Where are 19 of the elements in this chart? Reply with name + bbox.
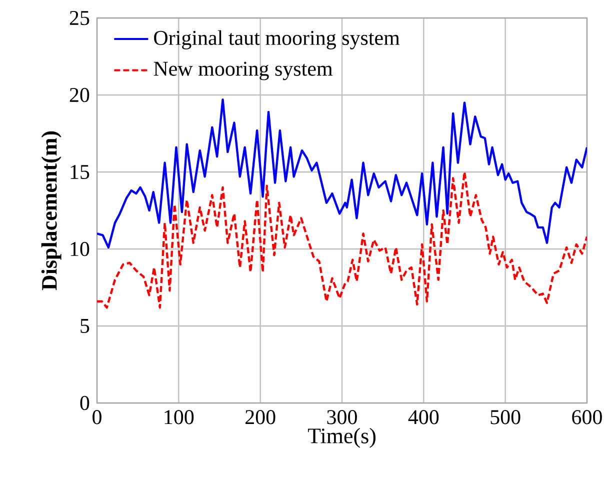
- line-series: [97, 98, 587, 249]
- x-tick-label: 500: [490, 410, 520, 424]
- legend-label: Original taut mooring system: [154, 30, 400, 50]
- y-tick-label: 25: [70, 10, 90, 26]
- line-series: [97, 170, 587, 309]
- x-axis-title: Time(s): [308, 428, 376, 448]
- x-tick-label: 400: [408, 410, 439, 424]
- y-tick-label: 15: [70, 164, 90, 180]
- y-tick-label: 0: [80, 396, 90, 410]
- x-tick-label: 300: [327, 410, 357, 424]
- x-tick-label: 200: [246, 410, 276, 424]
- y-axis-title: Displacement(m): [41, 131, 62, 290]
- y-tick-label: 10: [70, 242, 90, 256]
- x-tick-label: 600: [572, 410, 602, 424]
- x-tick-label: 100: [164, 410, 194, 424]
- y-tick-label: 20: [70, 88, 90, 102]
- legend-label: New mooring system: [154, 62, 332, 80]
- y-tick-label: 5: [80, 319, 90, 333]
- x-tick-label: 0: [92, 410, 102, 424]
